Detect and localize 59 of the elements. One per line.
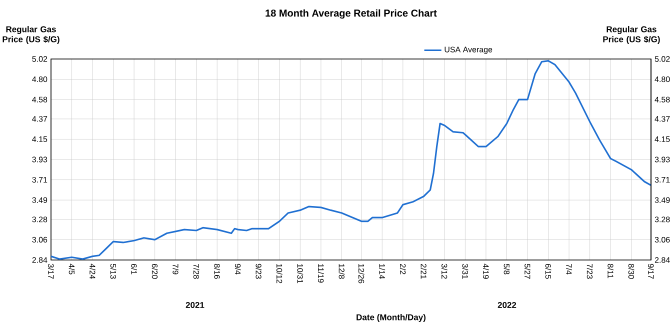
y2-tick-label: 5.02 bbox=[654, 56, 670, 62]
x-tick-label: 7/28 bbox=[193, 264, 200, 279]
x-tick-label: 10/31 bbox=[297, 264, 304, 284]
x-tick-label: 7/4 bbox=[566, 264, 572, 274]
x-tick-label: 9/4 bbox=[234, 264, 241, 274]
y2-tick-label: 3.28 bbox=[654, 216, 670, 222]
x-tick-label: 4/5 bbox=[68, 264, 75, 274]
x-axis-title: Date (Month/Day) bbox=[356, 314, 426, 322]
legend-label: USA Average bbox=[444, 46, 492, 54]
x-tick-label: 9/23 bbox=[256, 264, 262, 279]
x-tick-label: 7/23 bbox=[586, 264, 593, 279]
y-tick-label: 3.06 bbox=[32, 236, 48, 243]
y2-tick-label: 4.58 bbox=[654, 96, 670, 102]
y-tick-label: 4.80 bbox=[32, 76, 48, 82]
y-tick-label: 4.37 bbox=[32, 116, 48, 122]
y-tick-label: 3.49 bbox=[32, 197, 48, 203]
x-tick-label: 1/14 bbox=[379, 264, 386, 279]
y-tick-label: 4.58 bbox=[32, 96, 48, 102]
y-tick-label: 3.28 bbox=[32, 216, 48, 222]
x-tick-label: 3/17 bbox=[48, 264, 54, 279]
y-tick-label: 4.15 bbox=[32, 136, 48, 142]
x-tick-label: 8/11 bbox=[608, 264, 614, 278]
x-tick-label: 8/16 bbox=[214, 264, 220, 279]
y2-tick-label: 3.71 bbox=[654, 176, 670, 183]
x-tick-label: 4/24 bbox=[90, 264, 96, 279]
x-tick-label: 3/31 bbox=[462, 264, 468, 279]
y-axis-title: Regular Gas Price (US $/G) bbox=[2, 26, 60, 44]
x-tick-label: 7/9 bbox=[172, 264, 179, 274]
x-tick-label: 8/30 bbox=[628, 264, 634, 279]
y2-tick-label: 2.84 bbox=[654, 257, 670, 263]
y2-axis-title: Regular Gas Price (US $/G) bbox=[603, 26, 660, 44]
chart-title: 18 Month Average Retail Price Chart bbox=[266, 9, 437, 19]
x-tick-label: 2/21 bbox=[420, 264, 427, 279]
y2-tick-label: 3.06 bbox=[654, 236, 670, 243]
x-tick-label: 5/13 bbox=[110, 264, 116, 279]
y2-tick-label: 3.93 bbox=[654, 156, 670, 162]
x-tick-label: 11/19 bbox=[318, 264, 324, 283]
x-tick-label: 5/8 bbox=[504, 264, 510, 274]
x-tick-label: 2/2 bbox=[400, 264, 406, 274]
x-tick-label: 6/20 bbox=[152, 264, 158, 279]
y-tick-label: 3.71 bbox=[32, 176, 48, 183]
y2-tick-label: 4.37 bbox=[654, 116, 670, 122]
x-tick-label: 5/27 bbox=[524, 264, 530, 279]
x-tick-label: 9/17 bbox=[648, 264, 654, 279]
x-tick-label: 6/15 bbox=[545, 264, 552, 279]
text: 2021 bbox=[186, 302, 204, 308]
y-tick-label: 2.84 bbox=[32, 257, 48, 263]
x-tick-label: 12/26 bbox=[358, 264, 364, 284]
y-tick-label: 5.02 bbox=[32, 56, 48, 62]
y2-tick-label: 4.15 bbox=[654, 136, 670, 142]
y-tick-label: 3.93 bbox=[32, 156, 48, 162]
y2-tick-label: 4.80 bbox=[654, 76, 670, 82]
x-tick-label: 12/8 bbox=[338, 264, 345, 279]
x-tick-label: 4/19 bbox=[483, 264, 489, 279]
x-tick-label: 6/1 bbox=[131, 264, 138, 274]
y2-tick-label: 3.49 bbox=[654, 197, 670, 203]
x-tick-label: 10/12 bbox=[276, 264, 282, 284]
text: 2022 bbox=[498, 302, 516, 308]
x-tick-label: 3/12 bbox=[442, 264, 448, 279]
